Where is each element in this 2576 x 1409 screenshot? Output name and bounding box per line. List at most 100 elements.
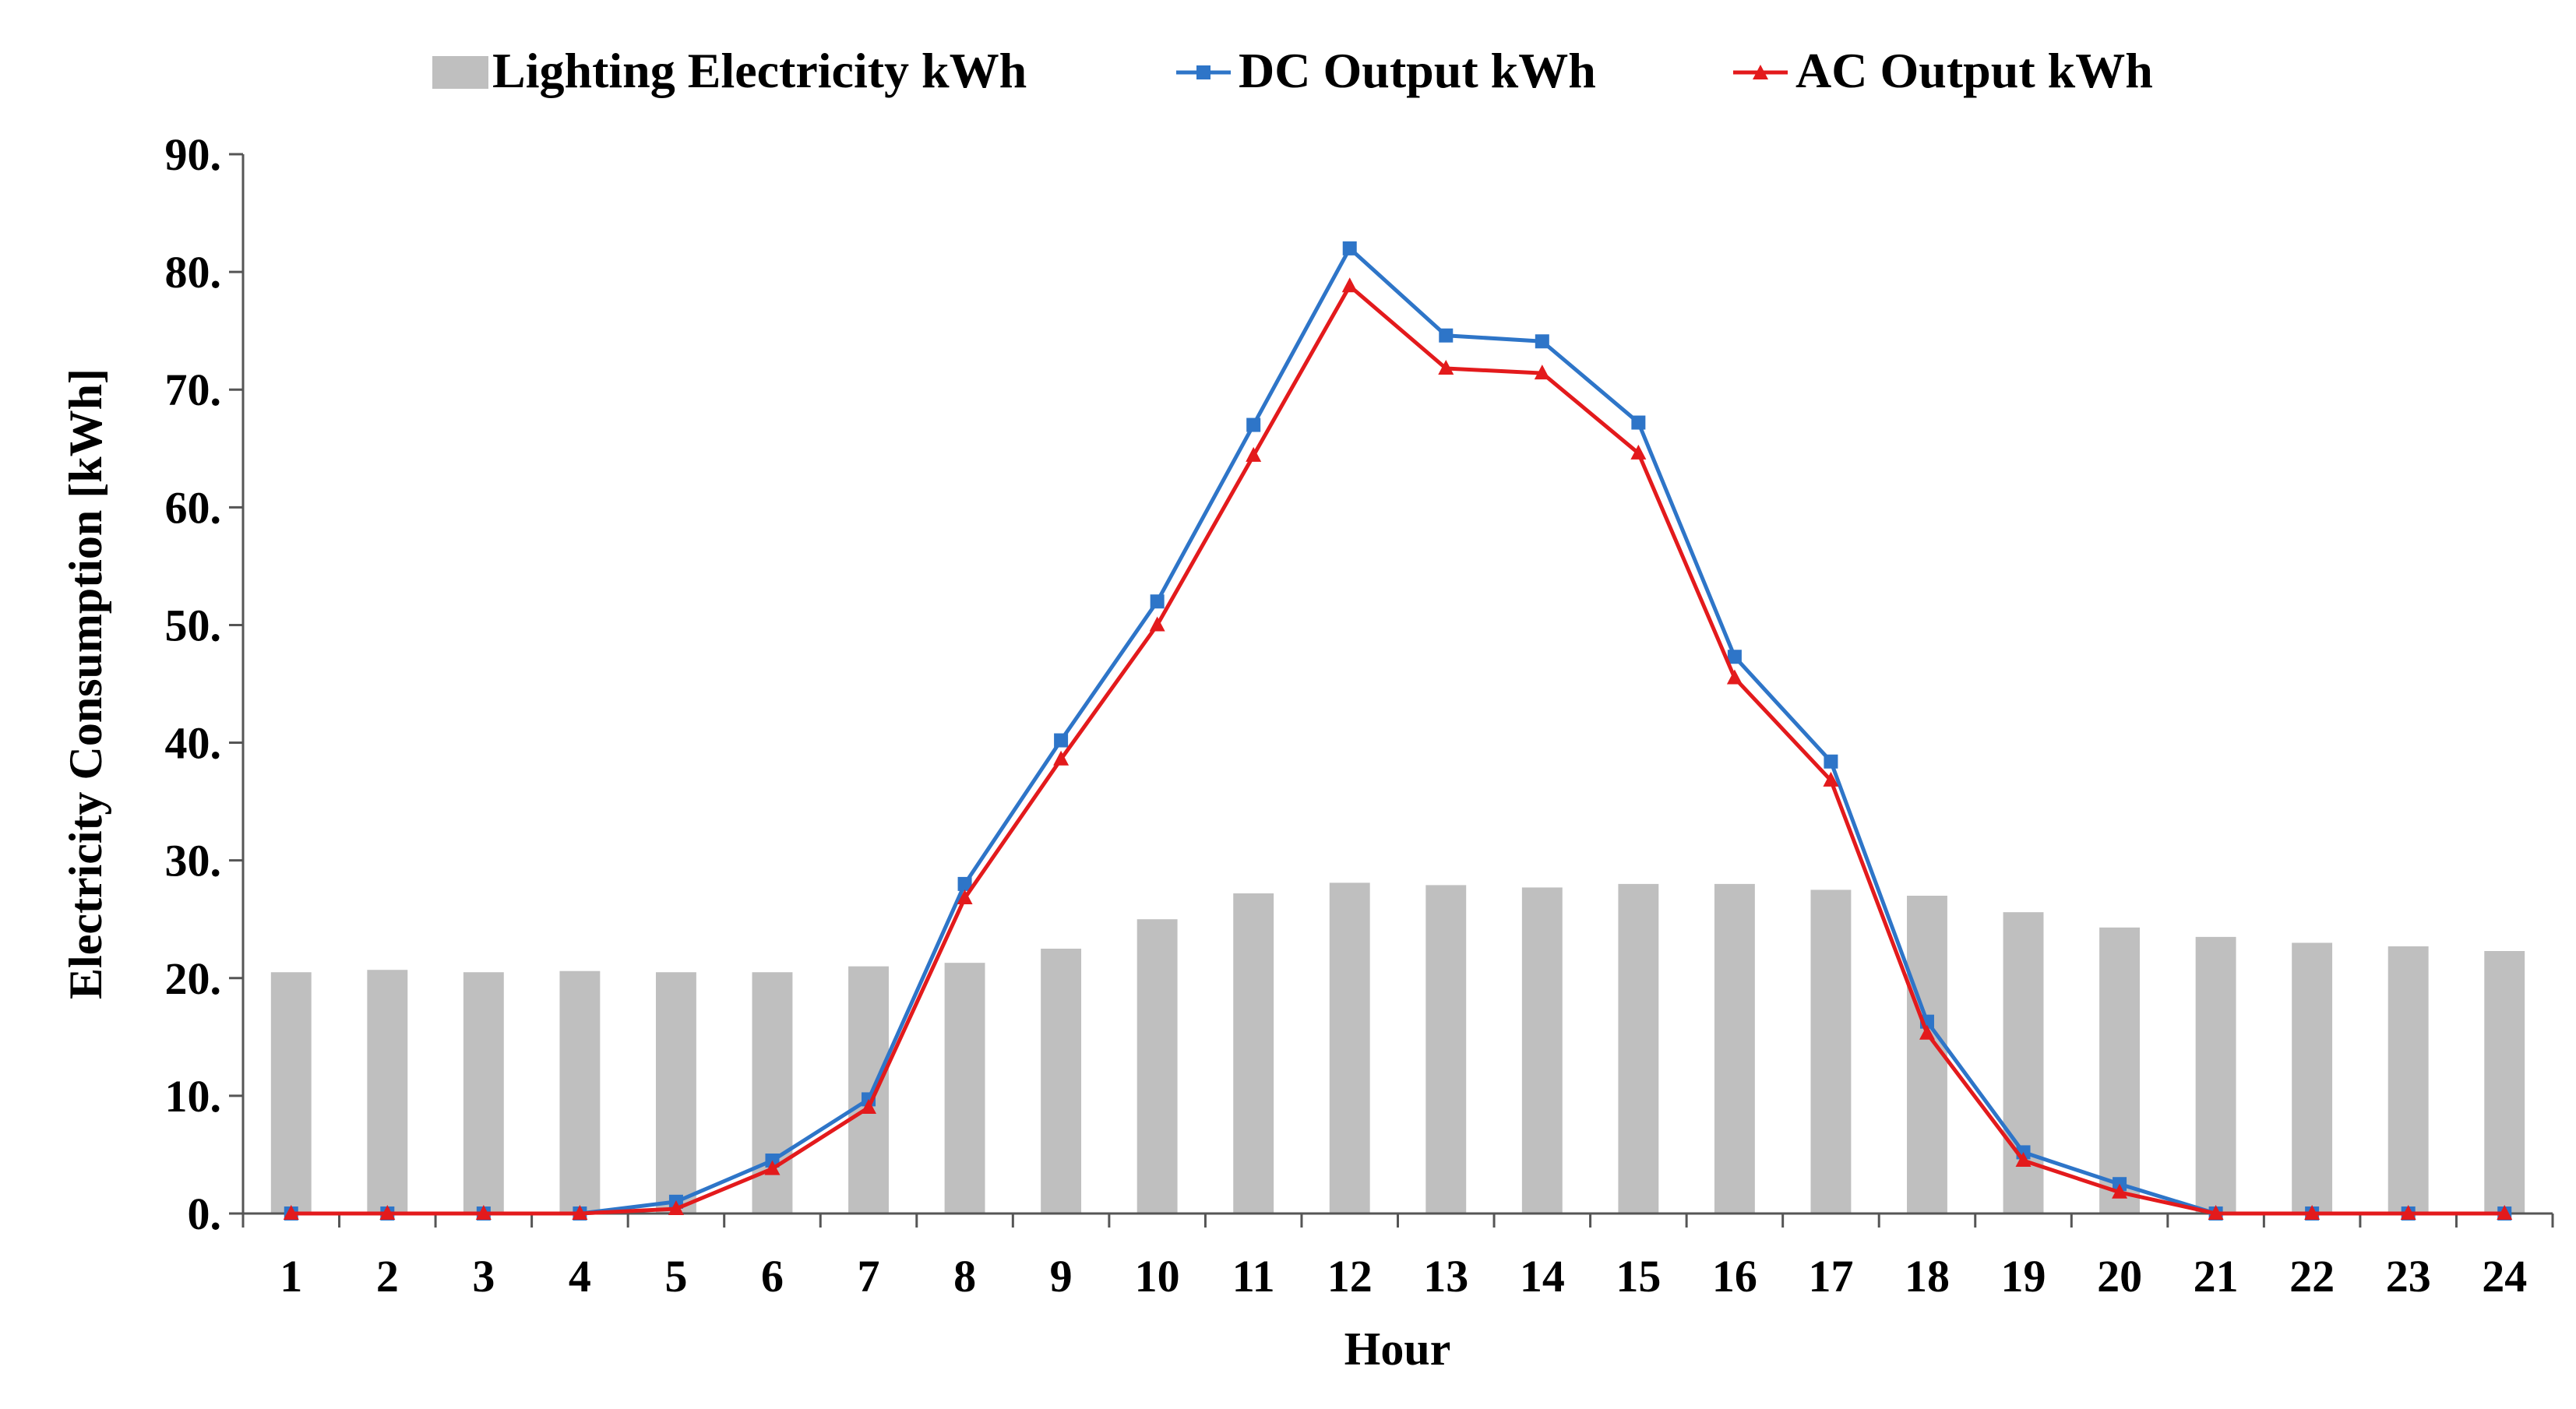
x-tick-label: 22 xyxy=(2289,1251,2335,1302)
x-tick-label: 5 xyxy=(664,1251,687,1302)
bar-lighting xyxy=(2484,951,2525,1214)
x-axis-title: Hour xyxy=(1344,1323,1451,1375)
point-ac xyxy=(379,1205,396,1220)
y-tick-label: 10. xyxy=(165,1071,222,1122)
x-tick-label: 2 xyxy=(376,1251,399,1302)
series-line-ac xyxy=(291,284,2505,1216)
x-tick-label: 19 xyxy=(2001,1251,2046,1302)
y-axis-title: Electricity Consumption [kWh] xyxy=(60,368,111,999)
y-tick-label: 60. xyxy=(165,482,222,533)
x-ticks: 1 2 3 4 5 6 7 8 9 10 11 12 13 14 15 16 17 18 19 20 21 22 23 24 xyxy=(241,1214,2554,1302)
legend-marker-ac xyxy=(1753,65,1768,79)
point-ac xyxy=(2208,1205,2224,1220)
point-dc xyxy=(1246,417,1261,432)
x-tick-label: 24 xyxy=(2482,1251,2527,1302)
bar-lighting xyxy=(367,970,408,1214)
point-ac xyxy=(283,1205,299,1220)
legend: Lighting Electricity kWh DC Output kWh A… xyxy=(432,43,2153,98)
y-ticks: 0. 10. 20. 30. 40. 50. 60. 70. 80. 90. xyxy=(165,129,243,1239)
series-line-dc xyxy=(291,246,2505,1216)
x-tick-label: 13 xyxy=(1423,1251,1468,1302)
point-ac xyxy=(572,1205,588,1220)
point-ac xyxy=(1919,1024,1935,1040)
point-dc xyxy=(1824,754,1838,769)
point-ac xyxy=(1149,616,1165,632)
point-dc xyxy=(957,876,972,891)
bar-lighting xyxy=(1714,883,1755,1214)
x-tick-label: 1 xyxy=(280,1251,302,1302)
y-tick-label: 80. xyxy=(165,247,222,298)
point-ac xyxy=(475,1205,492,1220)
point-ac xyxy=(1630,444,1647,460)
y-tick-label: 30. xyxy=(165,836,222,886)
y-tick-label: 0. xyxy=(188,1189,222,1239)
point-dc xyxy=(1150,594,1165,609)
point-ac xyxy=(2497,1205,2513,1220)
point-dc xyxy=(1342,241,1357,255)
bars-layer xyxy=(270,882,2525,1214)
bar-lighting xyxy=(1136,919,1178,1214)
point-ac xyxy=(764,1160,781,1175)
legend-label-dc: DC Output kWh xyxy=(1239,43,1596,98)
series-dc-layer xyxy=(284,241,2512,1221)
x-tick-label: 20 xyxy=(2097,1251,2142,1302)
point-ac xyxy=(1438,360,1454,375)
point-ac xyxy=(1823,771,1839,787)
bar-lighting xyxy=(2387,946,2429,1214)
bar-lighting xyxy=(559,970,601,1214)
bar-lighting xyxy=(944,963,985,1214)
bar-lighting xyxy=(1425,885,1467,1214)
x-tick-label: 17 xyxy=(1808,1251,1853,1302)
bar-lighting xyxy=(2099,927,2141,1214)
legend-label-lighting: Lighting Electricity kWh xyxy=(492,43,1027,98)
x-tick-label: 6 xyxy=(761,1251,784,1302)
point-ac xyxy=(1534,365,1550,380)
series-ac-layer xyxy=(283,277,2513,1220)
point-ac xyxy=(1726,669,1743,685)
x-tick-label: 4 xyxy=(569,1251,591,1302)
bar-lighting xyxy=(848,966,889,1214)
point-ac xyxy=(1246,446,1262,462)
bar-lighting xyxy=(2195,936,2236,1214)
legend-label-ac: AC Output kWh xyxy=(1795,43,2153,98)
x-tick-label: 11 xyxy=(1232,1251,1275,1302)
x-tick-label: 21 xyxy=(2194,1251,2239,1302)
bar-lighting xyxy=(463,972,504,1214)
bar-lighting xyxy=(1329,882,1370,1214)
bar-lighting xyxy=(2292,942,2333,1214)
point-ac xyxy=(1341,277,1358,293)
y-tick-label: 40. xyxy=(165,718,222,769)
y-tick-label: 20. xyxy=(165,953,222,1004)
bar-lighting xyxy=(1907,896,1947,1214)
point-ac xyxy=(861,1099,877,1114)
x-tick-label: 12 xyxy=(1327,1251,1373,1302)
point-dc xyxy=(1054,733,1069,748)
legend-marker-dc xyxy=(1196,65,1210,79)
legend-swatch-lighting xyxy=(432,56,488,89)
x-tick-label: 23 xyxy=(2386,1251,2431,1302)
y-tick-label: 70. xyxy=(165,365,222,415)
x-tick-label: 14 xyxy=(1520,1251,1565,1302)
bar-lighting xyxy=(1233,893,1274,1214)
bar-lighting xyxy=(1618,883,1659,1214)
point-ac xyxy=(1053,750,1070,766)
x-tick-label: 9 xyxy=(1050,1251,1073,1302)
bar-lighting xyxy=(655,972,696,1214)
point-ac xyxy=(2112,1183,2128,1199)
point-dc xyxy=(1535,334,1549,349)
point-dc xyxy=(1439,328,1454,343)
bar-lighting xyxy=(2003,912,2044,1214)
point-dc xyxy=(1631,415,1646,430)
y-tick-label: 50. xyxy=(165,600,222,650)
bar-lighting xyxy=(1041,949,1082,1214)
x-tick-label: 16 xyxy=(1712,1251,1757,1302)
y-tick-label: 90. xyxy=(165,129,222,180)
point-ac xyxy=(668,1199,684,1215)
x-tick-label: 3 xyxy=(472,1251,495,1302)
point-ac xyxy=(2015,1152,2032,1167)
point-dc xyxy=(1727,650,1742,664)
bar-lighting xyxy=(1521,887,1563,1214)
x-tick-label: 7 xyxy=(858,1251,880,1302)
x-tick-label: 15 xyxy=(1616,1251,1661,1302)
